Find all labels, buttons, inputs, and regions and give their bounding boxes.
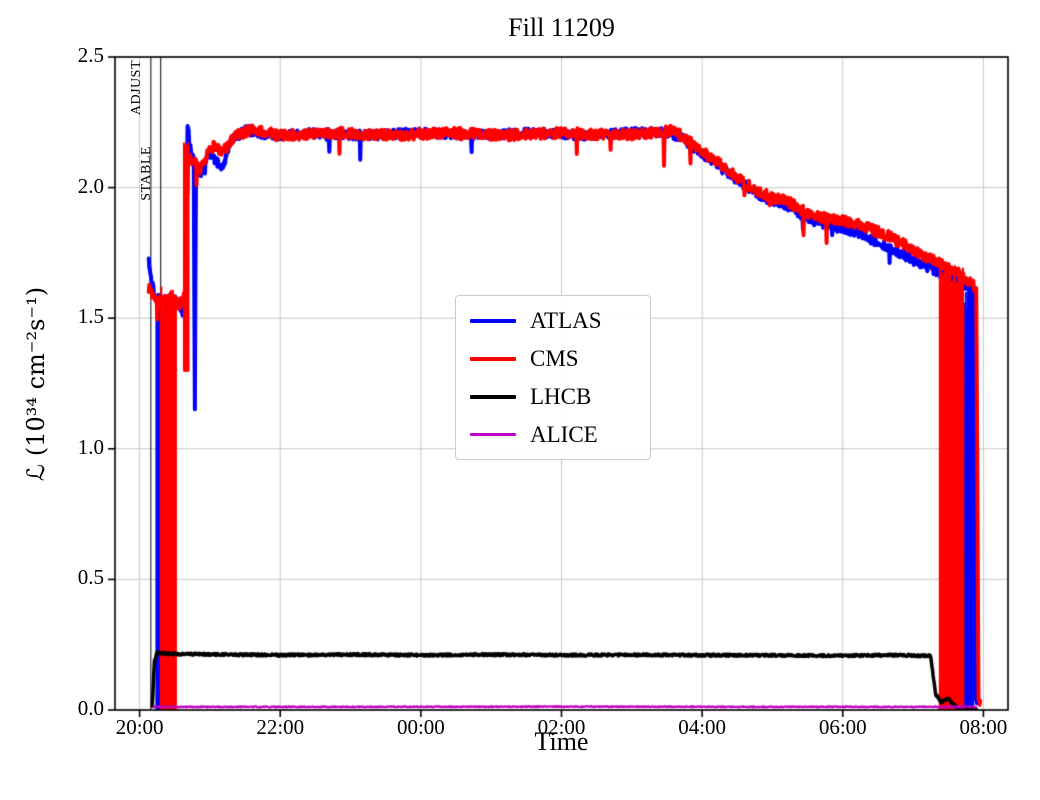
legend-entry-cms: CMS [470, 344, 632, 373]
legend-label-lhcb: LHCB [530, 384, 592, 409]
y-tick-label: 2.5 [77, 43, 104, 67]
legend-entry-lhcb: LHCB [470, 382, 632, 411]
legend-label-cms: CMS [530, 346, 579, 371]
legend-line-cms [470, 356, 516, 361]
y-tick-label: 0.0 [77, 696, 104, 720]
x-tick-label: 02:00 [537, 715, 586, 739]
x-tick-label: 08:00 [959, 715, 1008, 739]
x-axis-label: Time [534, 727, 589, 756]
beam-mode-label-stable: STABLE [138, 145, 154, 201]
legend-label-alice: ALICE [530, 422, 598, 447]
beam-mode-label-adjust: ADJUST [128, 59, 144, 115]
y-tick-label: 2.0 [77, 173, 104, 198]
x-tick-label: 04:00 [678, 715, 727, 739]
y-tick-label: 0.5 [77, 565, 104, 590]
y-axis-label: ℒ (10³⁴ cm⁻²s⁻¹) [22, 286, 50, 482]
legend: ATLAS CMS LHCB ALICE [455, 295, 651, 460]
legend-entry-atlas: ATLAS [470, 306, 632, 335]
legend-line-atlas [470, 318, 516, 323]
legend-line-lhcb [470, 394, 516, 399]
legend-entry-alice: ALICE [470, 420, 632, 449]
x-tick-label: 22:00 [256, 715, 305, 739]
x-tick-label: 00:00 [396, 715, 445, 739]
x-tick-label: 20:00 [115, 715, 164, 739]
x-tick-label: 06:00 [818, 715, 867, 739]
chart-title: Fill 11209 [508, 13, 615, 42]
legend-line-alice [470, 433, 516, 436]
y-tick-label: 1.5 [77, 304, 104, 329]
y-tick-label: 1.0 [77, 434, 104, 459]
legend-label-atlas: ATLAS [530, 308, 602, 333]
